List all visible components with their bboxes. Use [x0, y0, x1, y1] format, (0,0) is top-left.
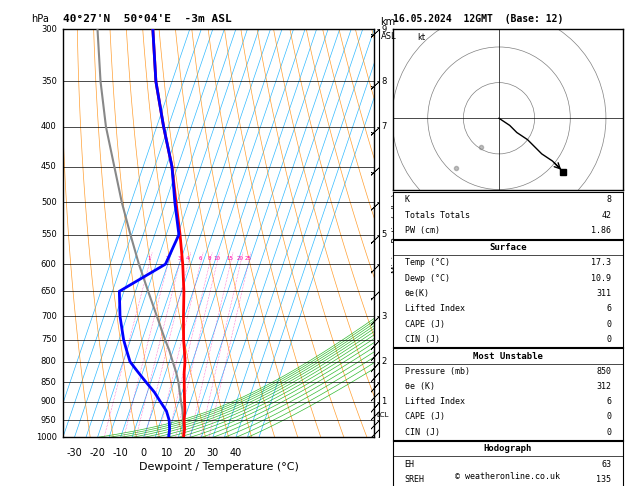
Text: 850: 850	[596, 367, 611, 376]
Text: 1: 1	[147, 256, 151, 261]
Text: 16.05.2024  12GMT  (Base: 12): 16.05.2024 12GMT (Base: 12)	[393, 14, 564, 24]
Text: 0: 0	[140, 448, 147, 458]
Text: 40°27'N  50°04'E  -3m ASL: 40°27'N 50°04'E -3m ASL	[63, 14, 231, 24]
Text: Dewpoint / Temperature (°C): Dewpoint / Temperature (°C)	[138, 462, 299, 472]
Text: -30: -30	[67, 448, 82, 458]
Text: 600: 600	[41, 260, 57, 269]
Text: hPa: hPa	[31, 14, 49, 24]
Text: Lifted Index: Lifted Index	[404, 304, 465, 313]
Text: 300: 300	[41, 25, 57, 34]
Text: 3: 3	[177, 256, 181, 261]
Text: Hodograph: Hodograph	[484, 444, 532, 453]
Text: K: K	[404, 195, 409, 204]
Text: SREH: SREH	[404, 475, 425, 484]
Text: CIN (J): CIN (J)	[404, 428, 440, 437]
Text: 3: 3	[381, 312, 387, 321]
Text: CIN (J): CIN (J)	[404, 335, 440, 344]
Text: km: km	[381, 17, 396, 27]
Text: © weatheronline.co.uk: © weatheronline.co.uk	[455, 472, 560, 481]
Text: 2: 2	[166, 256, 170, 261]
Text: 10.9: 10.9	[591, 274, 611, 283]
Text: 350: 350	[41, 77, 57, 86]
Text: 15: 15	[227, 256, 234, 261]
Text: 400: 400	[41, 122, 57, 131]
Text: 500: 500	[41, 198, 57, 207]
Text: LCL: LCL	[376, 412, 389, 417]
Text: PW (cm): PW (cm)	[404, 226, 440, 235]
Text: 950: 950	[41, 416, 57, 424]
Text: CAPE (J): CAPE (J)	[404, 320, 445, 329]
Text: 450: 450	[41, 162, 57, 171]
Text: Totals Totals: Totals Totals	[404, 211, 470, 220]
Text: 6: 6	[606, 397, 611, 406]
Text: 5: 5	[381, 230, 386, 239]
Text: 8: 8	[606, 195, 611, 204]
Text: 9: 9	[381, 25, 386, 34]
Text: -20: -20	[89, 448, 106, 458]
Text: 0: 0	[606, 320, 611, 329]
Text: Most Unstable: Most Unstable	[473, 351, 543, 361]
Text: 700: 700	[41, 312, 57, 321]
Text: 1000: 1000	[36, 433, 57, 442]
Text: 6: 6	[606, 304, 611, 313]
Text: 7: 7	[381, 122, 387, 131]
Text: θe (K): θe (K)	[404, 382, 435, 391]
Text: 17.3: 17.3	[591, 259, 611, 267]
Text: Pressure (mb): Pressure (mb)	[404, 367, 470, 376]
Text: 40: 40	[230, 448, 242, 458]
Text: 0: 0	[606, 428, 611, 437]
Text: Dewp (°C): Dewp (°C)	[404, 274, 450, 283]
Text: 135: 135	[596, 475, 611, 484]
Text: 900: 900	[41, 397, 57, 406]
Text: Mixing Ratio (g/kg): Mixing Ratio (g/kg)	[392, 193, 401, 273]
Text: 4: 4	[186, 256, 189, 261]
Text: Lifted Index: Lifted Index	[404, 397, 465, 406]
Text: 10: 10	[160, 448, 173, 458]
Text: 30: 30	[207, 448, 219, 458]
Text: 750: 750	[41, 335, 57, 345]
Text: 25: 25	[245, 256, 252, 261]
Legend: Temperature, Dewpoint, Parcel Trajectory, Dry Adiabat, Wet Adiabat, Isotherm, Mi: Temperature, Dewpoint, Parcel Trajectory…	[543, 33, 620, 93]
Text: Surface: Surface	[489, 243, 526, 252]
Text: 10: 10	[213, 256, 220, 261]
Text: CAPE (J): CAPE (J)	[404, 413, 445, 421]
Text: -10: -10	[113, 448, 128, 458]
Text: ASL: ASL	[381, 32, 396, 41]
Text: 0: 0	[606, 335, 611, 344]
Text: 1: 1	[381, 397, 386, 406]
Text: 8: 8	[208, 256, 211, 261]
Text: 800: 800	[41, 357, 57, 366]
Text: 550: 550	[41, 230, 57, 239]
Text: 20: 20	[237, 256, 244, 261]
Text: 312: 312	[596, 382, 611, 391]
Text: 8: 8	[381, 77, 387, 86]
Text: 2: 2	[381, 357, 386, 366]
Text: 0: 0	[606, 413, 611, 421]
Text: 42: 42	[601, 211, 611, 220]
Text: EH: EH	[404, 460, 415, 469]
Text: Temp (°C): Temp (°C)	[404, 259, 450, 267]
Text: 6: 6	[199, 256, 202, 261]
Text: 1.86: 1.86	[591, 226, 611, 235]
Text: θe(K): θe(K)	[404, 289, 430, 298]
Text: 850: 850	[41, 378, 57, 387]
Text: 311: 311	[596, 289, 611, 298]
Text: 650: 650	[41, 287, 57, 296]
Text: 20: 20	[184, 448, 196, 458]
Text: kt: kt	[417, 33, 425, 42]
Text: 63: 63	[601, 460, 611, 469]
